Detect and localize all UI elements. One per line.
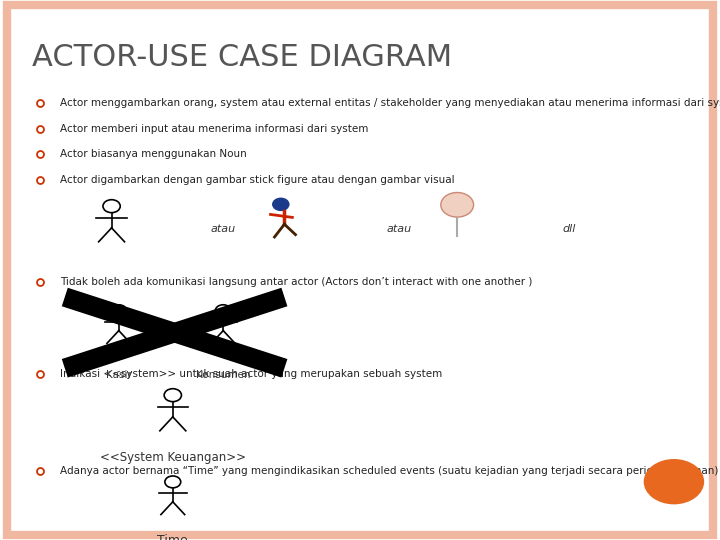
Text: Kasir: Kasir xyxy=(106,370,132,380)
Text: Konsumen: Konsumen xyxy=(196,370,251,380)
Text: dll: dll xyxy=(562,225,575,234)
Circle shape xyxy=(111,305,127,316)
Text: <<System Keuangan>>: <<System Keuangan>> xyxy=(100,451,246,464)
Circle shape xyxy=(273,198,289,210)
Text: Adanya actor bernama “Time” yang mengindikasikan scheduled events (suatu kejadia: Adanya actor bernama “Time” yang mengind… xyxy=(60,466,718,476)
Text: atau: atau xyxy=(387,225,412,234)
Circle shape xyxy=(164,389,181,402)
Circle shape xyxy=(441,193,474,217)
Text: Actor menggambarkan orang, system atau external entitas / stakeholder yang menye: Actor menggambarkan orang, system atau e… xyxy=(60,98,720,107)
Text: Tidak boleh ada komunikasi langsung antar actor (Actors don’t interact with one : Tidak boleh ada komunikasi langsung anta… xyxy=(60,277,532,287)
Text: Indikasi <<system>> untuk suah actor yang merupakan sebuah system: Indikasi <<system>> untuk suah actor yan… xyxy=(60,369,442,379)
Circle shape xyxy=(215,305,231,316)
Text: atau: atau xyxy=(211,225,235,234)
Circle shape xyxy=(165,476,181,488)
Text: Time: Time xyxy=(158,534,188,540)
Text: Actor biasanya menggunakan Noun: Actor biasanya menggunakan Noun xyxy=(60,150,246,159)
Text: Actor digambarkan dengan gambar stick figure atau dengan gambar visual: Actor digambarkan dengan gambar stick fi… xyxy=(60,176,454,185)
Text: ACTOR-USE CASE DIAGRAM: ACTOR-USE CASE DIAGRAM xyxy=(32,43,453,72)
Circle shape xyxy=(644,459,704,504)
Circle shape xyxy=(103,200,120,213)
Text: Actor memberi input atau menerima informasi dari system: Actor memberi input atau menerima inform… xyxy=(60,124,368,133)
